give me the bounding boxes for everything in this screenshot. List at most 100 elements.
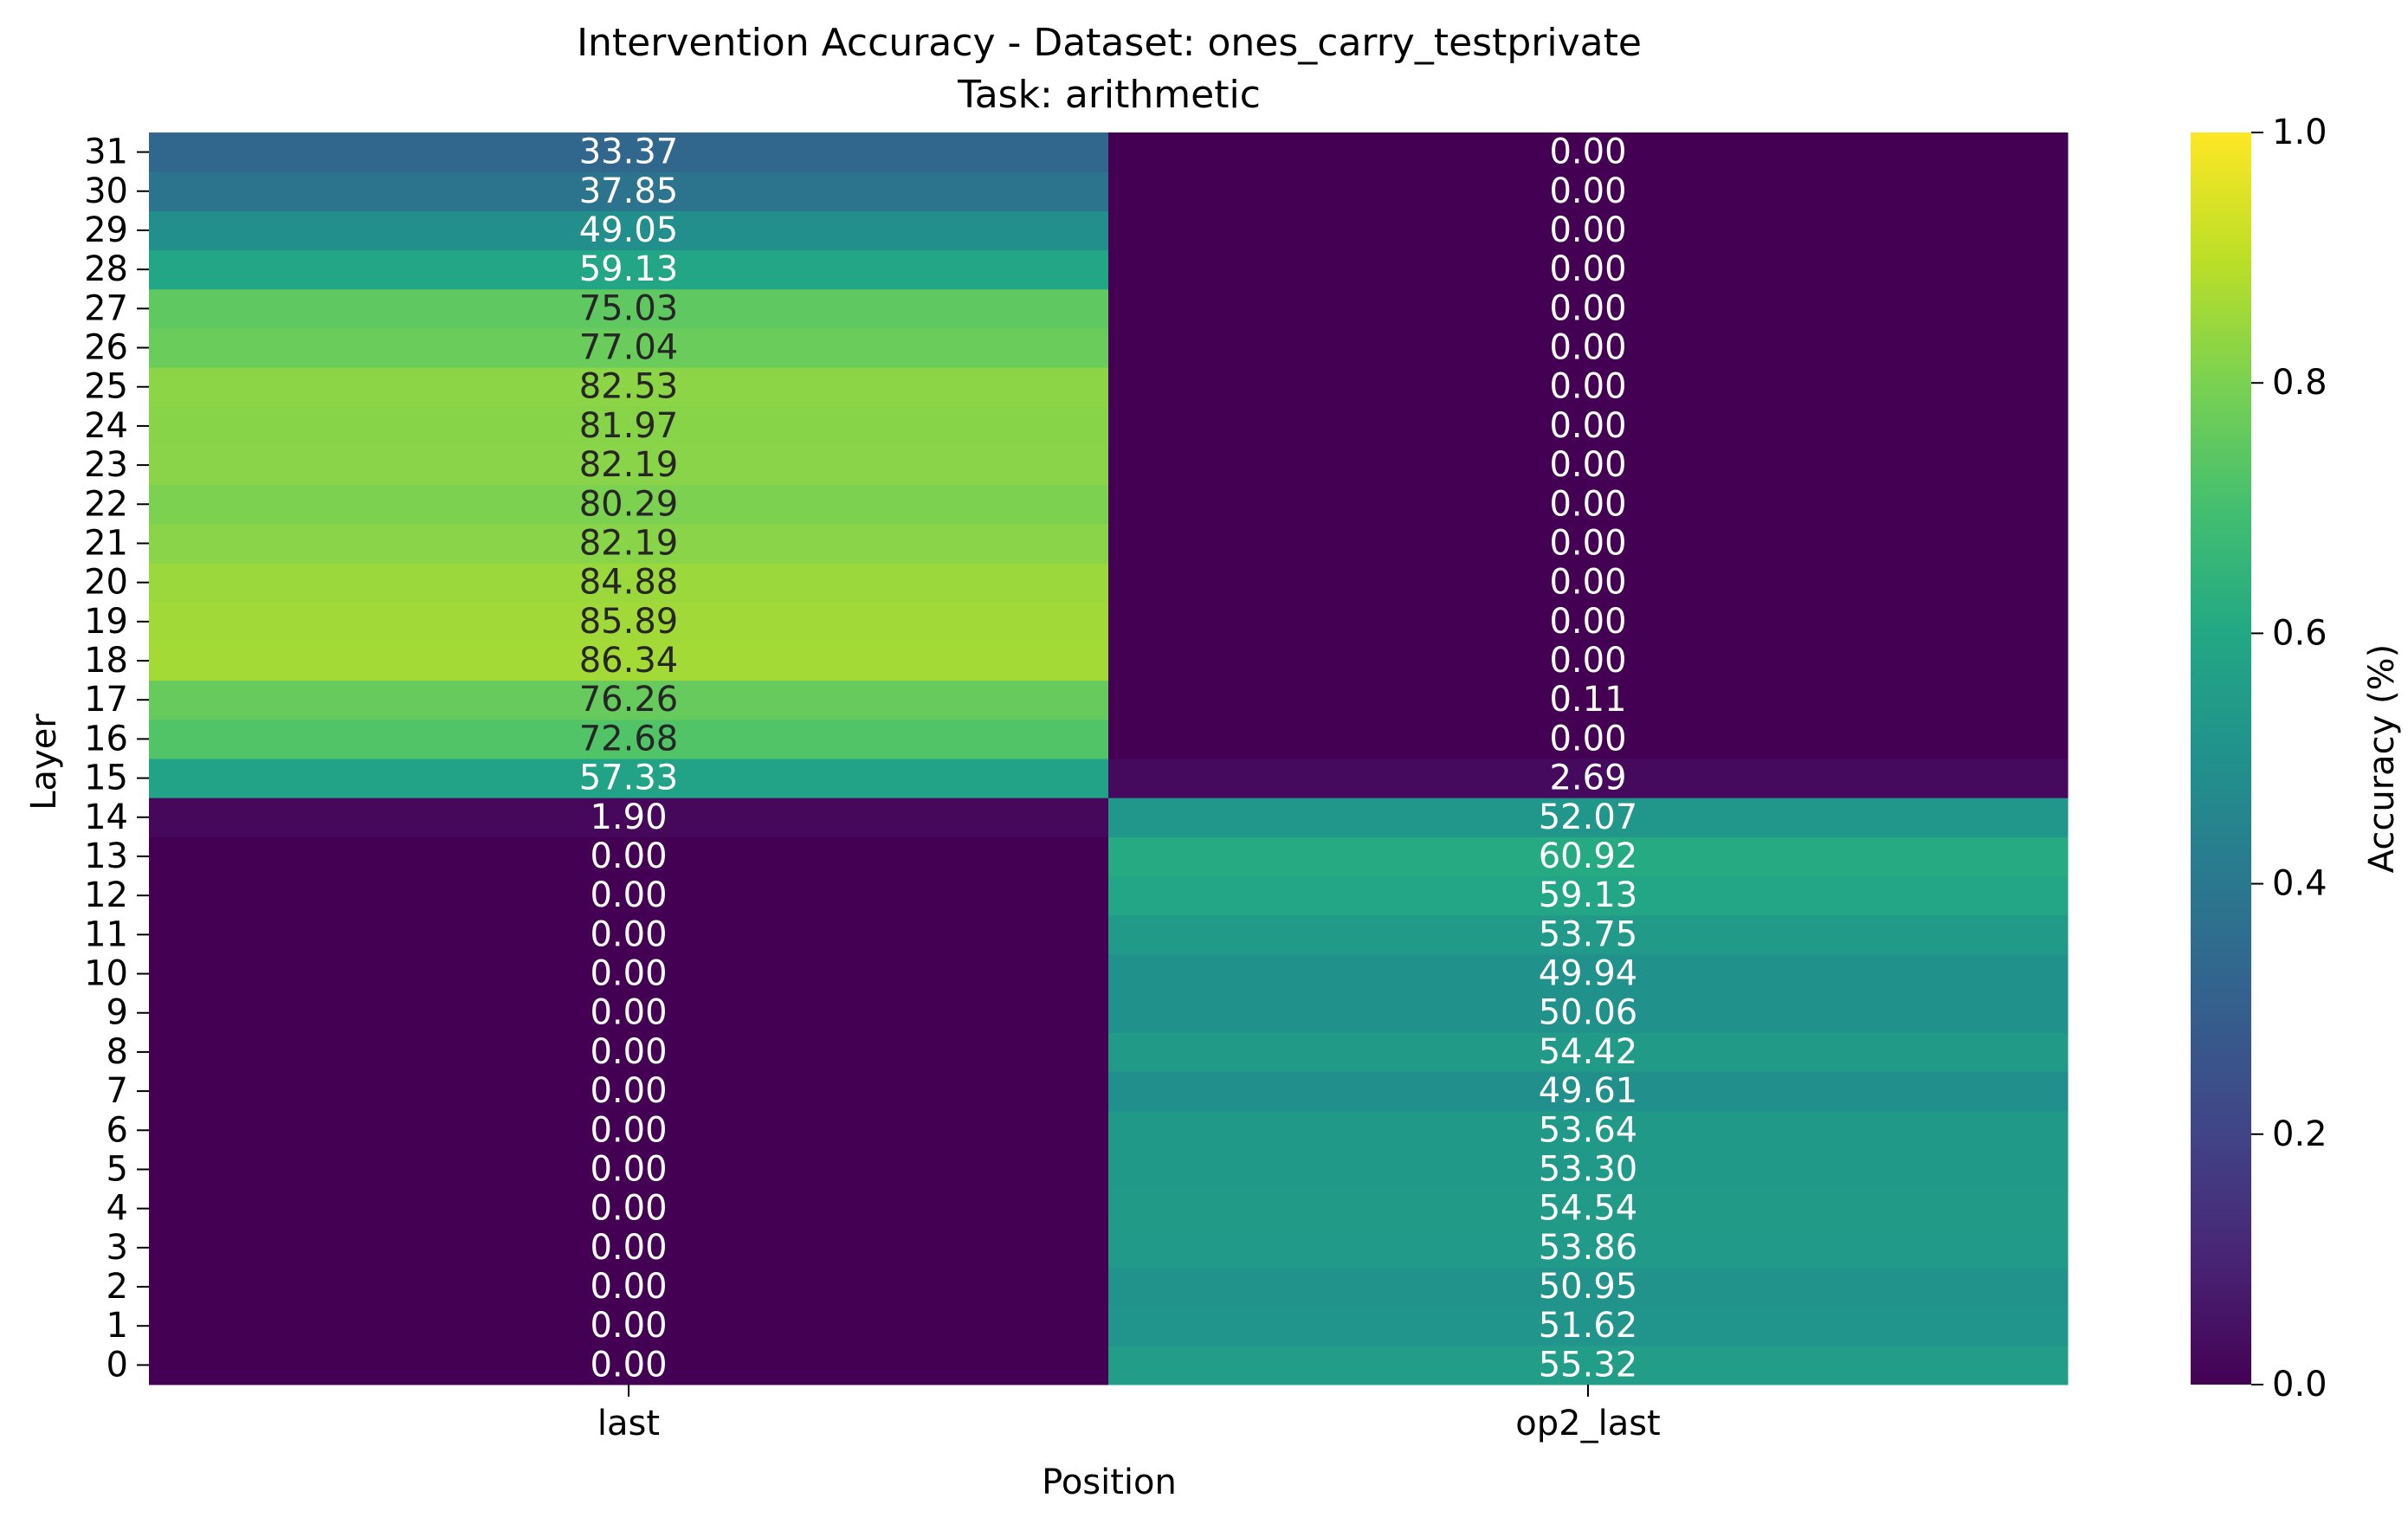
x-tick-label: last — [597, 1404, 660, 1443]
heatmap-cell — [149, 1228, 1109, 1268]
cell-value-label: 50.06 — [1539, 993, 1638, 1033]
cell-value-label: 53.64 — [1539, 1110, 1638, 1150]
heatmap-cell — [149, 1345, 1109, 1385]
heatmap-cell — [1108, 1267, 2069, 1308]
cell-value-label: 0.00 — [1549, 249, 1626, 289]
cell-value-label: 52.07 — [1539, 798, 1638, 837]
cell-value-label: 0.00 — [1549, 602, 1626, 642]
cell-value-label: 86.34 — [579, 641, 679, 681]
cell-value-label: 50.95 — [1539, 1267, 1638, 1307]
heatmap-cell — [149, 759, 1109, 798]
heatmap-cell — [149, 993, 1109, 1033]
cell-value-label: 0.00 — [590, 875, 667, 915]
y-tick-label: 26 — [84, 328, 128, 368]
heatmap-cell — [1108, 1110, 2069, 1151]
cell-value-label: 84.88 — [579, 563, 679, 603]
heatmap-cell — [1108, 210, 2069, 251]
y-tick-label: 30 — [84, 171, 128, 211]
cell-value-label: 59.13 — [579, 249, 679, 289]
heatmap-cell — [149, 1267, 1109, 1308]
cell-value-label: 0.00 — [1549, 210, 1626, 250]
cell-value-label: 0.00 — [590, 1345, 667, 1385]
cell-value-label: 82.19 — [579, 523, 679, 563]
cell-value-label: 0.00 — [590, 993, 667, 1033]
cell-value-label: 1.90 — [590, 798, 667, 837]
cell-value-label: 0.00 — [590, 1267, 667, 1307]
heatmap-cell — [149, 171, 1109, 211]
heatmap-cell — [1108, 367, 2069, 407]
colorbar-tick-label: 0.4 — [2272, 864, 2327, 904]
y-tick-label: 8 — [107, 1032, 128, 1072]
heatmap-cell — [149, 288, 1109, 329]
heatmap-cell — [149, 1032, 1109, 1072]
heatmap-cell — [1108, 1189, 2069, 1229]
heatmap-cell — [149, 406, 1109, 446]
y-tick-label: 20 — [84, 563, 128, 603]
cell-value-label: 0.00 — [590, 1071, 667, 1111]
cell-value-label: 37.85 — [579, 171, 679, 211]
y-tick-label: 27 — [84, 288, 128, 328]
heatmap-cell — [1108, 327, 2069, 368]
cell-value-label: 0.00 — [1549, 171, 1626, 211]
cell-value-label: 53.30 — [1539, 1149, 1638, 1189]
heatmap-cell — [149, 1071, 1109, 1112]
heatmap-cell — [1108, 288, 2069, 329]
cell-value-label: 0.00 — [590, 1228, 667, 1268]
cell-value-label: 0.00 — [1549, 328, 1626, 368]
cell-value-label: 82.19 — [579, 445, 679, 485]
colorbar-ticks: 0.0 0.2 0.4 0.6 0.8 1.0 — [2251, 113, 2327, 1405]
heatmap-cell — [1108, 680, 2069, 720]
heatmap-cell — [149, 798, 1109, 837]
heatmap-cell — [149, 249, 1109, 290]
cell-value-label: 51.62 — [1539, 1306, 1638, 1346]
y-tick-label: 1 — [107, 1306, 128, 1346]
heatmap-cell — [149, 1189, 1109, 1229]
heatmap-cells: 0.00 55.32 0.00 51.62 0.00 50.95 0.00 53.86 0.00… — [149, 132, 2069, 1385]
heatmap-cell — [149, 523, 1109, 564]
y-tick-label: 17 — [84, 680, 128, 720]
y-tick-label: 5 — [107, 1149, 128, 1189]
heatmap-cell — [1108, 759, 2069, 798]
y-tick-label: 10 — [84, 954, 128, 994]
y-tick-label: 6 — [107, 1110, 128, 1150]
heatmap-cell — [1108, 523, 2069, 564]
cell-value-label: 57.33 — [579, 759, 679, 798]
cell-value-label: 0.00 — [590, 954, 667, 994]
cell-value-label: 49.61 — [1539, 1071, 1638, 1111]
colorbar-tick-label: 0.2 — [2272, 1114, 2327, 1154]
heatmap-cell — [1108, 1149, 2069, 1190]
cell-value-label: 54.42 — [1539, 1032, 1638, 1072]
heatmap-cell — [149, 445, 1109, 486]
cell-value-label: 0.00 — [1549, 288, 1626, 328]
y-tick-label: 25 — [84, 367, 128, 407]
heatmap-cell — [149, 641, 1109, 681]
x-tick-label: op2_last — [1515, 1404, 1660, 1443]
cell-value-label: 80.29 — [579, 484, 679, 524]
heatmap-cell — [1108, 249, 2069, 290]
heatmap-cell — [1108, 953, 2069, 994]
cell-value-label: 0.00 — [590, 914, 667, 954]
heatmap-cell — [1108, 1071, 2069, 1112]
x-tick-labels: last op2_last — [597, 1385, 1661, 1443]
heatmap-cell — [1108, 563, 2069, 603]
colorbar-label: Accuracy (%) — [2362, 644, 2402, 874]
cell-value-label: 0.00 — [590, 1110, 667, 1150]
cell-value-label: 0.00 — [1549, 563, 1626, 603]
y-tick-label: 31 — [84, 132, 128, 172]
heatmap-cell — [1108, 171, 2069, 211]
cell-value-label: 33.37 — [579, 132, 679, 172]
x-axis-label: Position — [1042, 1463, 1177, 1502]
cell-value-label: 54.54 — [1539, 1189, 1638, 1229]
cell-value-label: 0.00 — [1549, 523, 1626, 563]
colorbar-tick-label: 0.0 — [2272, 1365, 2327, 1405]
cell-value-label: 0.00 — [590, 1306, 667, 1346]
chart-subtitle: Task: arithmetic — [957, 73, 1261, 117]
heatmap-cell — [1108, 602, 2069, 642]
heatmap-cell — [149, 563, 1109, 603]
y-tick-label: 28 — [84, 249, 128, 289]
cell-value-label: 0.00 — [1549, 641, 1626, 681]
cell-value-label: 0.00 — [590, 1149, 667, 1189]
cell-value-label: 0.00 — [1549, 406, 1626, 446]
heatmap-cell — [149, 914, 1109, 955]
heatmap-cell — [1108, 798, 2069, 837]
